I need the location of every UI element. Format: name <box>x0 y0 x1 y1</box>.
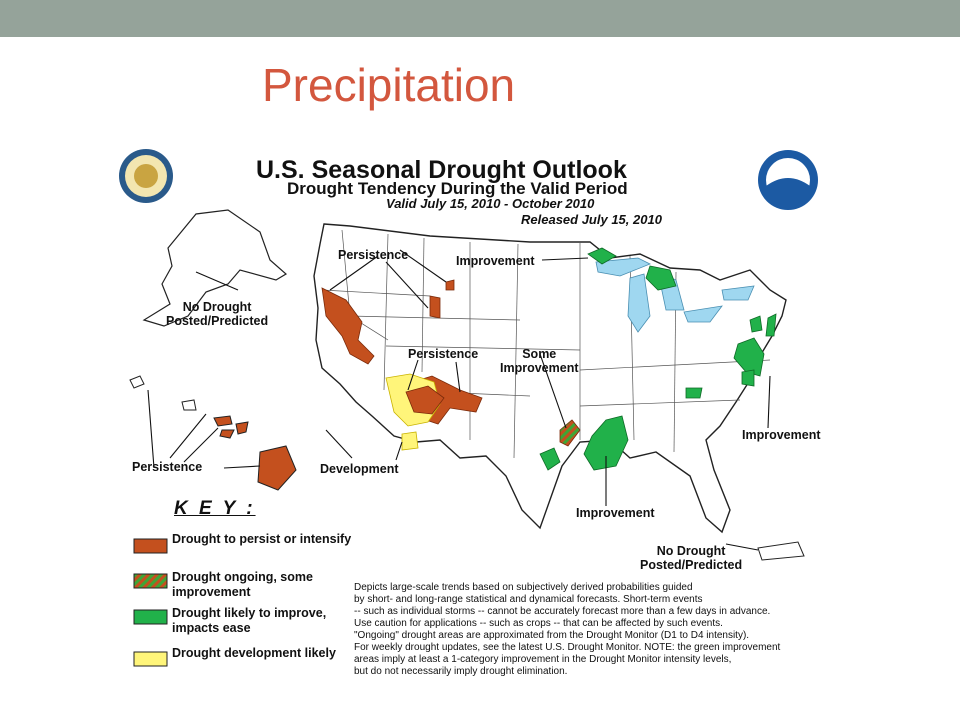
key-swatch-persist <box>133 538 168 554</box>
key-label-develop: Drought development likely <box>172 646 336 660</box>
label-persistence-hawaii: Persistence <box>132 460 203 474</box>
label-improvement-east: Improvement <box>742 428 821 442</box>
alaska-shape <box>142 209 288 327</box>
noaa-logo <box>758 150 818 210</box>
improvement-areas <box>539 247 777 471</box>
release-date: Released July 15, 2010 <box>521 212 662 227</box>
contiguous-us-outline <box>313 223 787 534</box>
drought-outlook-map: U.S. Seasonal Drought Outlook Drought Te… <box>110 140 850 692</box>
description-text: Depicts large-scale trends based on subj… <box>354 582 781 677</box>
top-bar <box>0 0 960 37</box>
commerce-seal-logo <box>119 149 173 203</box>
label-some-improvement: Some Improvement <box>500 347 579 375</box>
puerto-rico-shape <box>757 541 805 561</box>
label-improvement-south: Improvement <box>576 506 655 520</box>
valid-period: Valid July 15, 2010 - October 2010 <box>386 196 595 211</box>
label-no-drought-puerto-rico: No Drought Posted/Predicted <box>640 544 743 572</box>
key-label-persist: Drought to persist or intensify <box>172 532 352 546</box>
hawaii-islands <box>129 375 297 491</box>
key-swatch-develop <box>133 651 168 667</box>
key-label-improve: Drought likely to improve, impacts ease <box>172 606 327 635</box>
pointer-arrows <box>147 249 771 551</box>
label-no-drought-alaska: No Drought Posted/Predicted <box>166 300 269 328</box>
map-subtitle: Drought Tendency During the Valid Period <box>287 179 628 198</box>
map-title: U.S. Seasonal Drought Outlook <box>256 156 627 184</box>
label-persistence-nw: Persistence <box>338 248 409 262</box>
map-graphic <box>119 149 818 667</box>
great-lakes <box>595 257 755 333</box>
key-label-some-improvement: Drought ongoing, some improvement <box>172 570 313 599</box>
label-persistence-sw: Persistence <box>408 347 479 361</box>
key-swatch-some-improvement <box>133 573 168 589</box>
key-swatch-improve <box>133 609 168 625</box>
label-development: Development <box>320 462 399 476</box>
slide-title: Precipitation <box>262 59 516 111</box>
label-improvement-north: Improvement <box>456 254 535 268</box>
key-title: K E Y : <box>174 498 256 519</box>
